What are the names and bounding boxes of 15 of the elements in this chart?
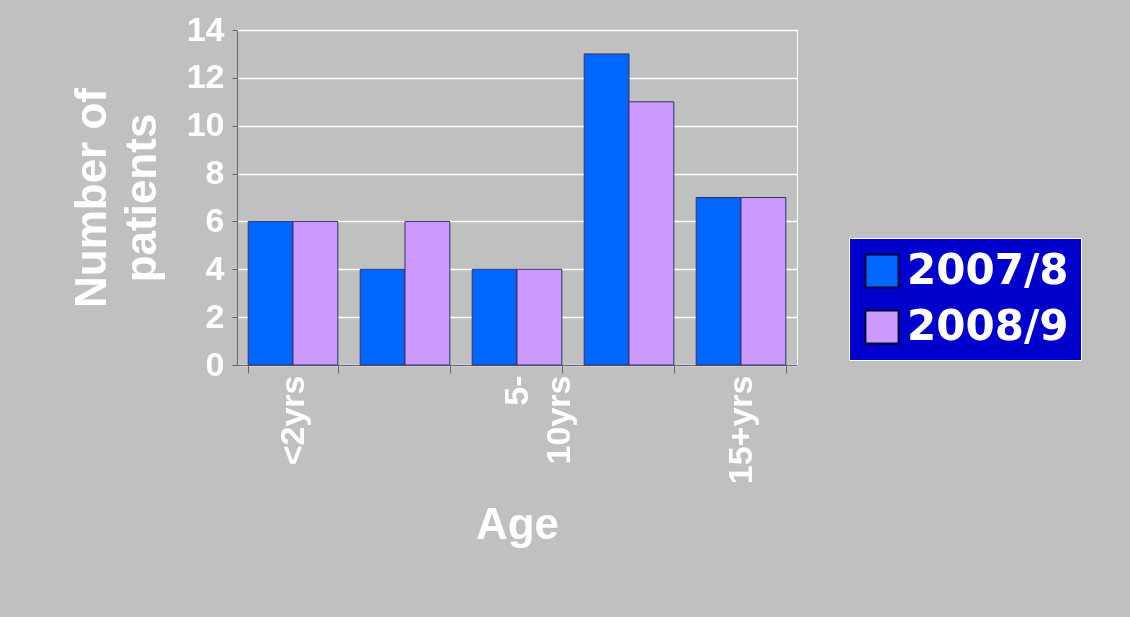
y-tick-label: 0: [205, 344, 225, 383]
x-axis-title: Age: [475, 499, 560, 549]
x-tick-label: 15+yrs: [720, 375, 759, 485]
y-tick-label: 8: [205, 153, 225, 192]
y-tick-label: 14: [186, 9, 225, 48]
y-tick-label: 10: [186, 105, 225, 144]
x-tick-label: 5- 10yrs: [496, 375, 577, 465]
y-tick-label: 12: [186, 57, 225, 96]
y-axis-title: Number of patients: [65, 87, 165, 308]
x-tick-label: <2yrs: [272, 375, 311, 466]
legend-label: 2007/8: [907, 245, 1069, 294]
y-tick-label: 6: [205, 200, 225, 239]
y-tick-label: 2: [205, 296, 225, 335]
y-tick-label: 4: [205, 248, 225, 287]
legend-label: 2008/9: [907, 301, 1069, 350]
